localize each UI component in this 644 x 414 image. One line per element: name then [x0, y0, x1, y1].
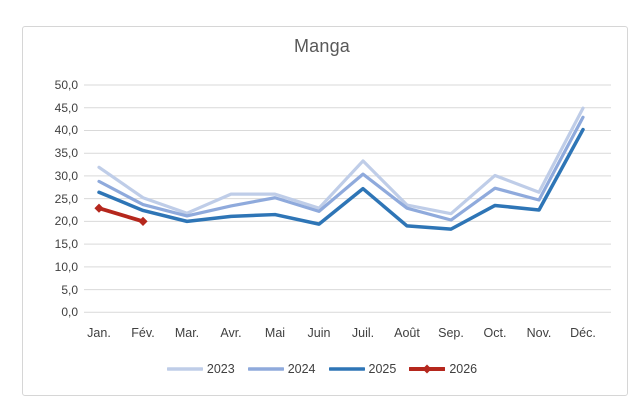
- x-axis-label-Déc.: Déc.: [570, 326, 596, 340]
- x-axis-label-Oct.: Oct.: [483, 326, 507, 340]
- legend-item-2023: 2023: [166, 362, 235, 376]
- y-axis-tick-0,0: 0,0: [61, 305, 78, 320]
- legend-item-2025: 2025: [328, 362, 397, 376]
- x-axis-label-Nov.: Nov.: [526, 326, 552, 340]
- series-line-2024: [97, 115, 585, 222]
- y-axis-tick-30,0: 30,0: [54, 168, 78, 183]
- x-axis-label-Fév.: Fév.: [131, 326, 155, 340]
- x-axis-label-Août: Août: [394, 326, 420, 340]
- x-axis-label-Sep.: Sep.: [438, 326, 464, 340]
- series-line-2025: [97, 127, 585, 231]
- y-axis-tick-25,0: 25,0: [54, 191, 78, 206]
- series-line-2026: [97, 206, 145, 224]
- legend-swatch-2023: [166, 367, 203, 371]
- x-axis-label-Mar.: Mar.: [174, 326, 200, 340]
- y-axis-tick-35,0: 35,0: [54, 146, 78, 161]
- legend: 2023 2024 2025 2026: [0, 360, 644, 378]
- chart-frame: [22, 26, 628, 396]
- legend-label-2023: 2023: [206, 362, 235, 376]
- series-line-2023: [97, 106, 585, 216]
- chart-title: Manga: [293, 36, 351, 56]
- legend-item-2026: 2026: [409, 362, 477, 376]
- legend-label-2025: 2025: [368, 362, 397, 376]
- y-axis-tick-20,0: 20,0: [54, 214, 78, 229]
- y-axis-tick-50,0: 50,0: [54, 78, 78, 92]
- y-axis-tick-40,0: 40,0: [54, 123, 78, 138]
- x-axis-label-Avr.: Avr.: [220, 326, 242, 340]
- marker-diamond-2026-Fév.: [138, 216, 148, 226]
- legend-swatch-2026: [409, 364, 446, 374]
- y-axis-tick-45,0: 45,0: [54, 100, 78, 115]
- y-axis-tick-10,0: 10,0: [54, 259, 78, 274]
- legend-swatch-2025: [328, 367, 365, 371]
- x-axis-label-Juin: Juin: [307, 326, 331, 340]
- y-axis-tick-5,0: 5,0: [61, 282, 78, 297]
- y-axis-tick-15,0: 15,0: [54, 237, 78, 252]
- x-axis-label-Mai: Mai: [264, 326, 286, 340]
- legend-diamond-icon: [422, 364, 432, 374]
- legend-item-2024: 2024: [247, 362, 316, 376]
- x-axis-label-Jan.: Jan.: [87, 326, 111, 340]
- marker-diamond-2026-Jan.: [94, 203, 104, 213]
- legend-label-2026: 2026: [449, 362, 478, 376]
- legend-label-2024: 2024: [287, 362, 316, 376]
- x-axis-label-Juil.: Juil.: [351, 326, 375, 340]
- legend-swatch-2024: [247, 367, 284, 371]
